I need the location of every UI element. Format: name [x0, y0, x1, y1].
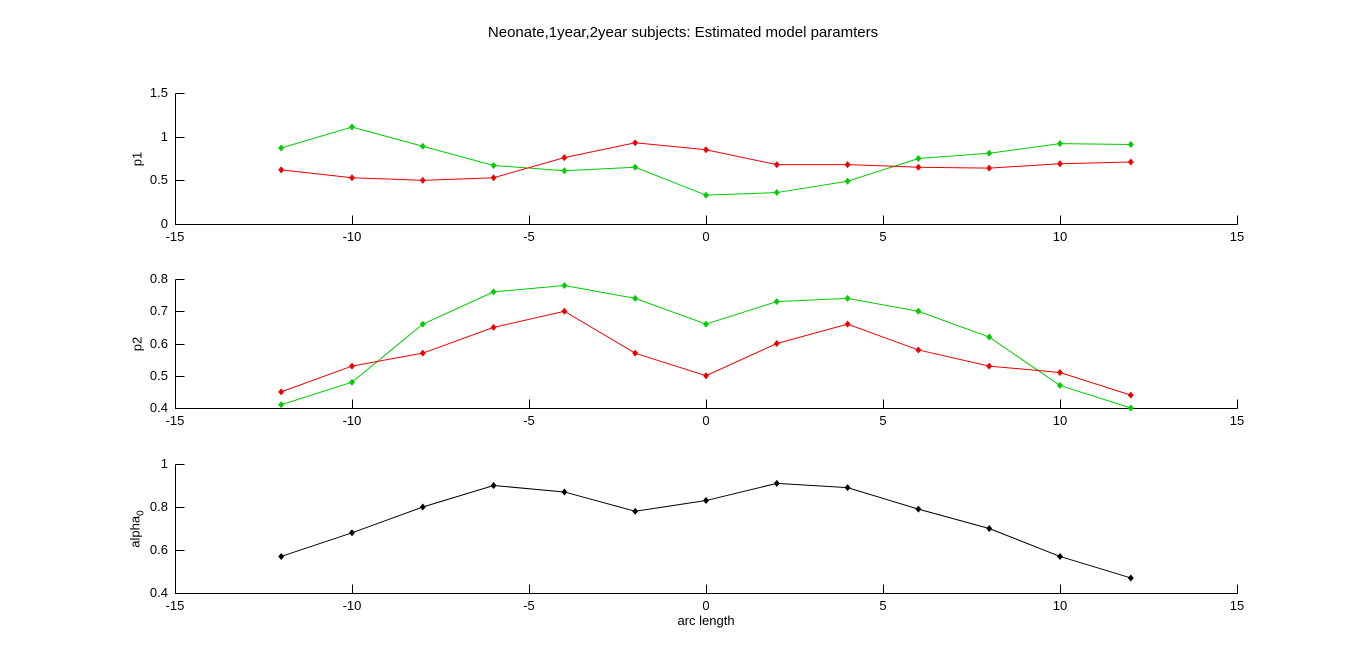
green-series-line — [281, 126, 1131, 196]
y-tick-label: 0.8 — [149, 271, 168, 286]
green-series-markers — [278, 123, 1134, 199]
y-axis-label-alpha0: alpha0 — [128, 510, 147, 547]
y-axis-label-text: p1 — [129, 151, 145, 166]
x-tick-label: 15 — [1229, 413, 1245, 428]
y-tick-label: 0.5 — [149, 367, 168, 383]
y-axis-label-p1: p1 — [130, 151, 145, 165]
x-tick-label: 5 — [879, 229, 887, 244]
y-axis-label-text: p2 — [129, 336, 145, 351]
x-tick-label: 15 — [1229, 229, 1245, 244]
y-tick-label: 0.4 — [149, 585, 168, 600]
x-tick-label: 5 — [879, 598, 887, 613]
x-tick-label: 0 — [702, 598, 710, 613]
x-axis-label: arc length — [677, 613, 735, 628]
x-tick-label: 15 — [1229, 598, 1245, 613]
y-tick-label: 0.8 — [149, 499, 168, 514]
y-tick-label: 0 — [160, 216, 168, 231]
y-tick-label: 1 — [160, 128, 168, 144]
x-tick-label: 10 — [1052, 598, 1068, 613]
red-series-markers — [278, 139, 1134, 184]
axis-spines — [175, 93, 1238, 225]
axis-ticks — [175, 279, 1238, 409]
y-axis-label-p2: p2 — [130, 336, 145, 350]
y-tick-label: 1 — [160, 456, 168, 471]
y-axis-label-text: alpha — [127, 515, 143, 548]
y-tick-label: 0.6 — [149, 542, 168, 557]
y-tick-label: 1.5 — [149, 85, 168, 100]
subplot-p2 — [175, 279, 1238, 412]
y-axis-label-subscript: 0 — [135, 509, 147, 516]
x-tick-label: -10 — [342, 413, 362, 428]
x-tick-label: 10 — [1052, 229, 1068, 244]
green-series-line — [281, 284, 1131, 409]
x-tick-label: -10 — [342, 598, 362, 613]
axis-ticks — [175, 93, 1238, 225]
y-tick-label: 0.7 — [149, 303, 168, 319]
green-series-markers — [278, 281, 1134, 412]
axis-ticks — [175, 464, 1238, 594]
x-tick-label: 0 — [702, 413, 710, 428]
subplot-alpha0 — [175, 464, 1238, 594]
x-tick-label: 0 — [702, 229, 710, 244]
axis-spines — [175, 279, 1238, 409]
y-tick-label: 0.6 — [149, 335, 168, 351]
subplot-p1 — [175, 93, 1238, 225]
x-tick-label: -5 — [523, 413, 535, 428]
x-tick-label: 5 — [879, 413, 887, 428]
x-tick-label: -15 — [165, 229, 185, 244]
x-tick-label: -5 — [523, 598, 535, 613]
x-tick-label: 10 — [1052, 413, 1068, 428]
axis-spines — [175, 464, 1238, 594]
x-tick-label: -15 — [165, 598, 185, 613]
x-tick-label: -10 — [342, 229, 362, 244]
black-series-markers — [278, 479, 1134, 582]
y-tick-label: 0.5 — [149, 172, 168, 188]
x-tick-label: -15 — [165, 413, 185, 428]
figure-title: Neonate,1year,2year subjects: Estimated … — [487, 24, 879, 41]
x-tick-label: -5 — [523, 229, 535, 244]
y-tick-label: 0.4 — [149, 400, 168, 415]
